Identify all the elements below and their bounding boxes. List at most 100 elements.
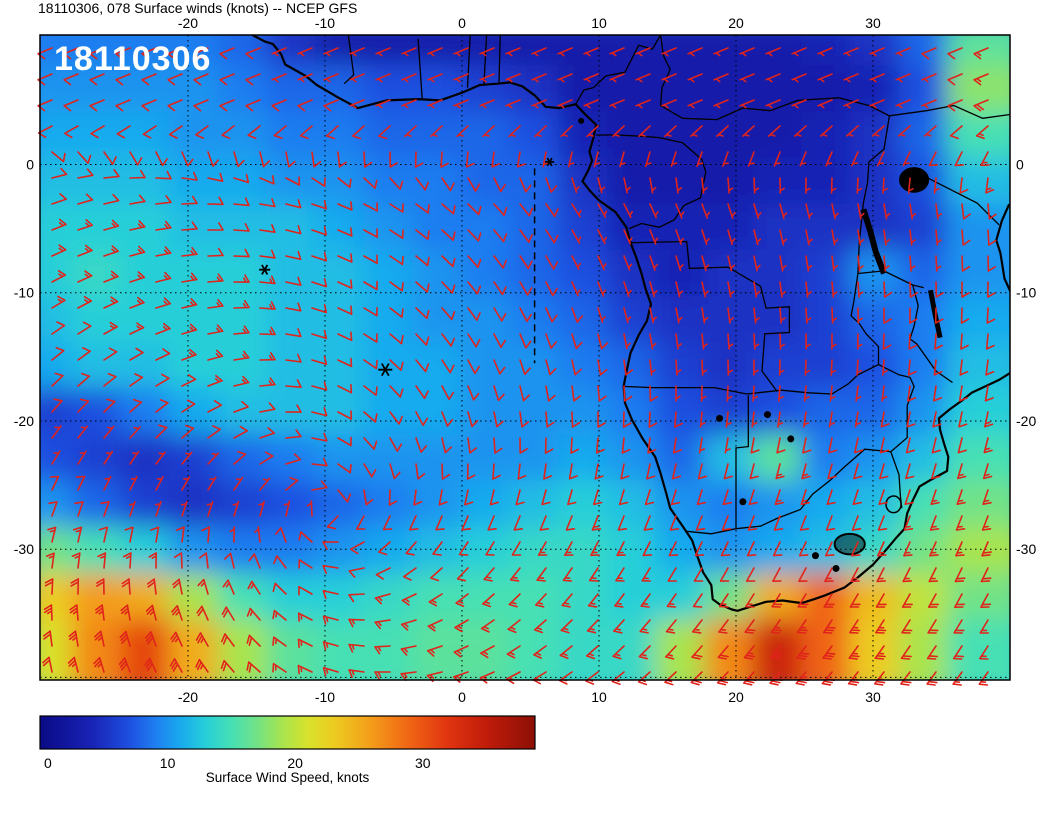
wind-barb [583,47,599,57]
wind-barb [103,169,120,179]
wind-barb [545,177,558,193]
wind-barb [129,450,140,465]
wind-barb [804,359,811,376]
wind-barb [94,630,105,647]
wind-barb [259,477,271,491]
wind-barb [404,125,417,137]
wind-barb [519,359,531,375]
wind-barb [673,437,683,454]
wind-barb [987,203,997,220]
wind-barb [93,656,105,673]
wind-barb [828,437,838,454]
wind-barb [141,47,157,60]
wind-barb [817,73,833,83]
wind-barb [77,244,93,257]
wind-barb [181,348,197,361]
wind-barb [415,463,426,480]
wind-barb [905,437,915,454]
wind-barb [467,255,482,268]
lon-tick-label-top: 0 [458,15,466,31]
wind-barb [727,359,733,376]
wind-barb [508,125,521,138]
wind-barb [543,463,553,480]
wind-barb [983,437,993,454]
wind-barb [876,151,885,167]
wind-barb [932,411,942,428]
wind-barb [773,515,784,531]
wind-barb [275,527,287,543]
wind-barb [713,73,729,83]
wind-barb [453,47,469,57]
wind-barb [487,515,497,531]
wind-barb [622,411,632,428]
lon-tick-label-bottom: 30 [865,689,881,705]
wind-barb [505,73,521,83]
wind-barb [739,99,755,109]
wind-barb [909,255,916,272]
wind-barb [246,661,261,673]
wind-barb [675,333,682,350]
wind-barb [623,359,634,376]
wind-barb [148,552,157,569]
wind-barb [933,359,943,376]
lon-tick-label-top: -10 [315,15,335,31]
wind-barb [233,151,245,168]
wind-barb [77,219,93,231]
wind-barb [485,541,495,556]
wind-barb [725,411,732,428]
wind-barb [753,281,761,298]
wind-barb [103,321,118,335]
wind-barb [907,177,914,194]
geography [251,35,1010,612]
wind-barb [675,229,684,245]
wind-barb [355,515,366,530]
wind-barb [388,489,398,506]
wind-barb [779,255,787,272]
wind-barb [337,227,353,237]
wind-barb [405,541,417,556]
wind-barb [479,99,495,109]
wind-barb [207,298,224,309]
wind-barb [516,151,526,168]
terrain-spot [716,414,724,422]
wind-barb [453,73,469,83]
wind-barb [120,604,131,621]
country-border [498,35,501,83]
wind-barb [63,99,79,112]
wind-barb [233,375,250,387]
wind-barb [207,196,224,206]
wind-barb [348,567,365,578]
wind-barb [822,645,836,660]
wind-barb [401,593,417,606]
wind-barb [980,567,992,583]
terrain-spot [811,552,819,560]
wind-barb [63,73,79,86]
wind-barb [855,385,862,402]
wind-barb [129,426,141,439]
wind-barb [493,385,505,402]
wind-barb [348,643,365,653]
wind-barb [440,151,449,168]
wind-barb [285,453,302,465]
wind-barb [952,645,965,660]
wind-barb [77,347,91,361]
wind-barb [430,125,443,137]
wind-barb [273,125,287,140]
wind-barb [597,203,608,218]
wind-barb [493,281,507,296]
wind-barb [519,203,534,217]
wind-barb [597,255,607,271]
wind-barb [247,580,261,595]
wind-barb [935,203,942,220]
wind-barb [195,658,209,673]
wind-barb [103,450,114,465]
wind-barb [259,275,276,285]
wind-barb [428,593,443,607]
wind-barb [273,555,287,569]
lake-malawi [928,289,943,339]
wind-barb [508,593,521,608]
wind-barb [51,167,68,179]
wind-barb [856,177,863,194]
wind-barb [121,578,131,595]
wind-barb [441,359,455,374]
